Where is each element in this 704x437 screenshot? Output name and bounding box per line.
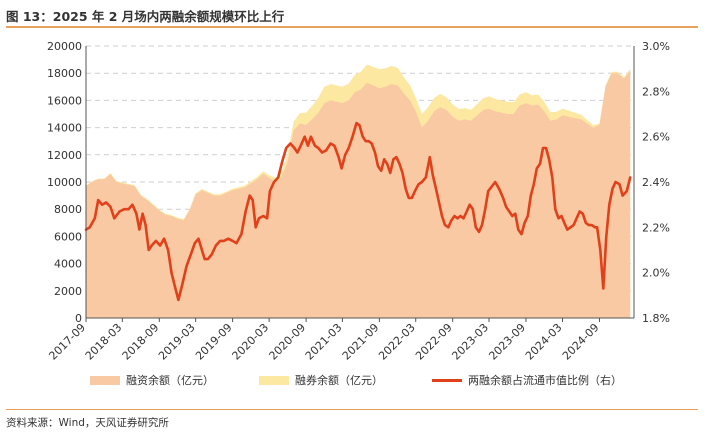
chart-canvas: 0 2000 4000 6000 8000 10000 12000 14000 16000 180… xyxy=(46,40,670,363)
x-tick-label: 2018-03 xyxy=(83,321,125,363)
legend-swatch-financing xyxy=(90,375,120,385)
series-ratio-line xyxy=(84,121,632,302)
x-tick-label: 2018-09 xyxy=(120,321,162,363)
y-right-tick-label: 2.6% xyxy=(642,131,670,144)
y-left-tick-label: 20000 xyxy=(47,40,82,53)
legend-label-securities: 融券余额（亿元） xyxy=(295,374,383,387)
line-series xyxy=(84,121,632,302)
y-right-tick-label: 2.8% xyxy=(642,85,670,98)
y-right-tick-label: 2.2% xyxy=(642,221,670,234)
x-tick-label: 2023-03 xyxy=(449,321,491,363)
legend-item-financing: 融资余额（亿元） xyxy=(90,372,214,388)
legend-item-securities: 融券余额（亿元） xyxy=(259,372,383,388)
y-right-tick-label: 1.8% xyxy=(642,312,670,325)
legend-label-ratio: 两融余额占流通市值比例（右） xyxy=(468,374,622,387)
x-tick-label: 2022-03 xyxy=(376,321,418,363)
x-tick-label: 2021-09 xyxy=(340,321,382,363)
x-tick-label: 2024-03 xyxy=(523,321,565,363)
x-tick-label: 2019-09 xyxy=(193,321,235,363)
area-series xyxy=(86,64,631,318)
legend-item-ratio: 两融余额占流通市值比例（右） xyxy=(432,372,622,388)
x-tick-label: 2017-09 xyxy=(46,321,88,363)
x-tick-label: 2021-03 xyxy=(303,321,345,363)
y-left-tick-label: 8000 xyxy=(54,203,82,216)
x-tick-label: 2020-03 xyxy=(230,321,272,363)
y-left-tick-label: 14000 xyxy=(47,122,82,135)
chart-legend: 融资余额（亿元） 融券余额（亿元） 两融余额占流通市值比例（右） xyxy=(0,372,704,390)
y-left-tick-label: 6000 xyxy=(54,230,82,243)
y-left-tick-label: 4000 xyxy=(54,258,82,271)
chart-title: 图 13：2025 年 2 月场内两融余额规模环比上行 xyxy=(6,9,285,24)
y-right-tick-label: 3.0% xyxy=(642,40,670,53)
y-left-tick-label: 12000 xyxy=(47,149,82,162)
x-tick-label: 2019-03 xyxy=(156,321,198,363)
series-financing-area xyxy=(86,70,631,318)
y-left-tick-label: 16000 xyxy=(47,94,82,107)
y-right-tick-label: 2.4% xyxy=(642,176,670,189)
legend-swatch-ratio xyxy=(432,378,462,382)
y-left-tick-label: 18000 xyxy=(47,67,82,80)
y-left-tick-label: 10000 xyxy=(47,176,82,189)
title-rule xyxy=(6,26,698,28)
legend-label-financing: 融资余额（亿元） xyxy=(126,374,214,387)
source-note: 资料来源：Wind，天风证券研究所 xyxy=(6,417,169,429)
x-tick-label: 2022-09 xyxy=(413,321,455,363)
legend-swatch-securities xyxy=(259,375,289,385)
x-tick-label: 2020-09 xyxy=(267,321,309,363)
x-tick-label: 2023-09 xyxy=(486,321,528,363)
y-right-tick-label: 2.0% xyxy=(642,267,670,280)
x-tick-label: 2024-09 xyxy=(560,321,602,363)
footer-rule xyxy=(6,409,698,410)
y-left-tick-label: 0 xyxy=(75,312,82,325)
y-left-tick-label: 2000 xyxy=(54,285,82,298)
